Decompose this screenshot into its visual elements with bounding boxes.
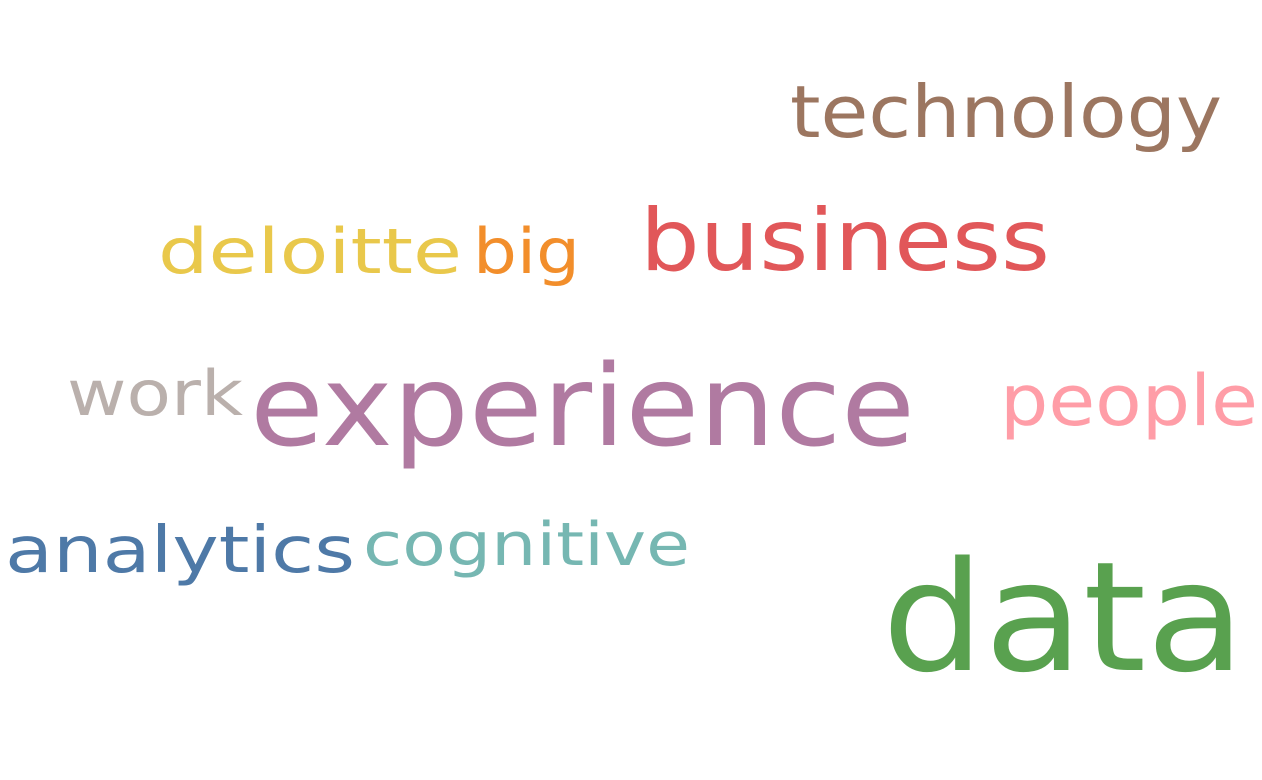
word: deloitte [158, 215, 462, 288]
word: technology [790, 70, 1222, 154]
word: cognitive [363, 510, 690, 580]
word: big [473, 215, 580, 288]
word: work [67, 357, 243, 430]
word: analytics [5, 514, 355, 588]
word: people [1000, 360, 1258, 442]
word: data [882, 529, 1245, 706]
word: experience [250, 342, 915, 472]
word: business [640, 191, 1050, 291]
